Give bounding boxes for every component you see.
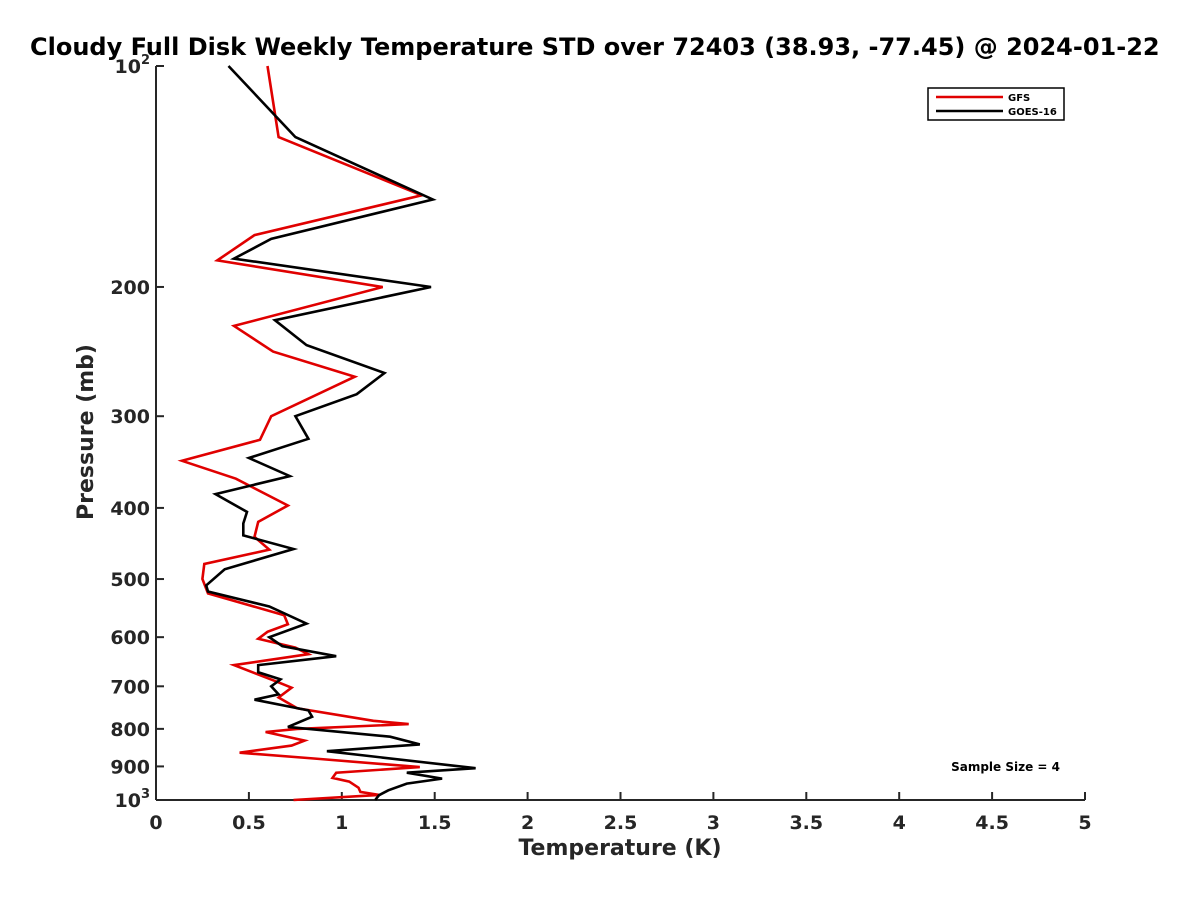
y-axis-label: Pressure (mb) xyxy=(74,344,99,520)
x-tick-label: 4.5 xyxy=(975,812,1009,834)
sample-size-annotation: Sample Size = 4 xyxy=(951,760,1060,774)
x-tick-label: 3 xyxy=(707,812,720,834)
y-tick-label: 400 xyxy=(110,498,150,520)
y-tick-label: 500 xyxy=(110,569,150,591)
y-tick-label: 300 xyxy=(110,406,150,428)
legend-box xyxy=(927,87,1065,121)
y-tick-label: 800 xyxy=(110,719,150,741)
x-tick-label: 2.5 xyxy=(604,812,638,834)
x-tick-label: 5 xyxy=(1078,812,1091,834)
x-tick-label: 3.5 xyxy=(789,812,823,834)
y-tick-label: 700 xyxy=(110,676,150,698)
x-tick-label: 0.5 xyxy=(232,812,266,834)
x-axis-label: Temperature (K) xyxy=(518,836,721,861)
y-tick-label: 103 xyxy=(115,787,151,812)
series-lines xyxy=(177,65,476,802)
legend-label: GFS xyxy=(1008,93,1030,104)
x-tick-label: 0 xyxy=(149,812,162,834)
legend-label: GOES-16 xyxy=(1008,107,1057,118)
legend: GFS GOES-16 xyxy=(927,87,1065,121)
series-line-gfs xyxy=(177,65,426,802)
x-tick-label: 1.5 xyxy=(418,812,452,834)
series-line-goes-16 xyxy=(204,65,476,801)
y-tick-label: 600 xyxy=(110,627,150,649)
chart-title: Cloudy Full Disk Weekly Temperature STD … xyxy=(30,33,1160,61)
tick-marks: 0 0.5 1 1.5 2 2.5 3 3.5 4 4.5 5 102 200 300 400 500 600 7… xyxy=(110,53,1091,834)
x-tick-label: 1 xyxy=(335,812,348,834)
y-tick-label: 102 xyxy=(115,53,151,78)
x-tick-label: 2 xyxy=(521,812,534,834)
x-tick-label: 4 xyxy=(893,812,906,834)
plot-axes xyxy=(155,66,1085,801)
y-tick-label: 200 xyxy=(110,277,150,299)
y-tick-label: 900 xyxy=(110,756,150,778)
